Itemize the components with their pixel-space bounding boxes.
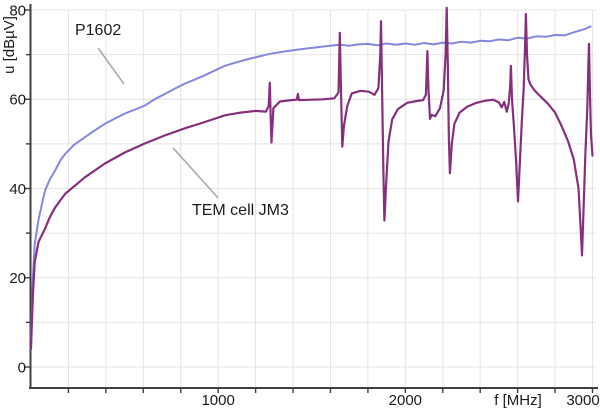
y-tick-label: 0 (18, 359, 26, 376)
y-tick-label: 60 (9, 92, 26, 109)
annotation-callout-line-p1602 (97, 47, 125, 85)
y-tick-label: 20 (9, 270, 26, 287)
tem-cell-jm3-curve (29, 6, 594, 351)
x-tick-label: 1000 (201, 392, 234, 409)
x-tick-label: 2000 (389, 392, 422, 409)
x-tick-label: 3000 (566, 392, 599, 409)
p1602-curve (30, 25, 592, 342)
x-axis-title: f [MHz] (494, 392, 542, 409)
annotation-label-tem-cell-jm3: TEM cell JM3 (192, 202, 289, 219)
y-tick-label: 80 (9, 2, 26, 19)
annotation-label-p1602: P1602 (75, 22, 121, 39)
y-axis-title: u [dBµV] (1, 16, 18, 74)
y-tick-label: 40 (9, 181, 26, 198)
annotation-callout-line-tem-cell-jm3 (172, 147, 219, 199)
